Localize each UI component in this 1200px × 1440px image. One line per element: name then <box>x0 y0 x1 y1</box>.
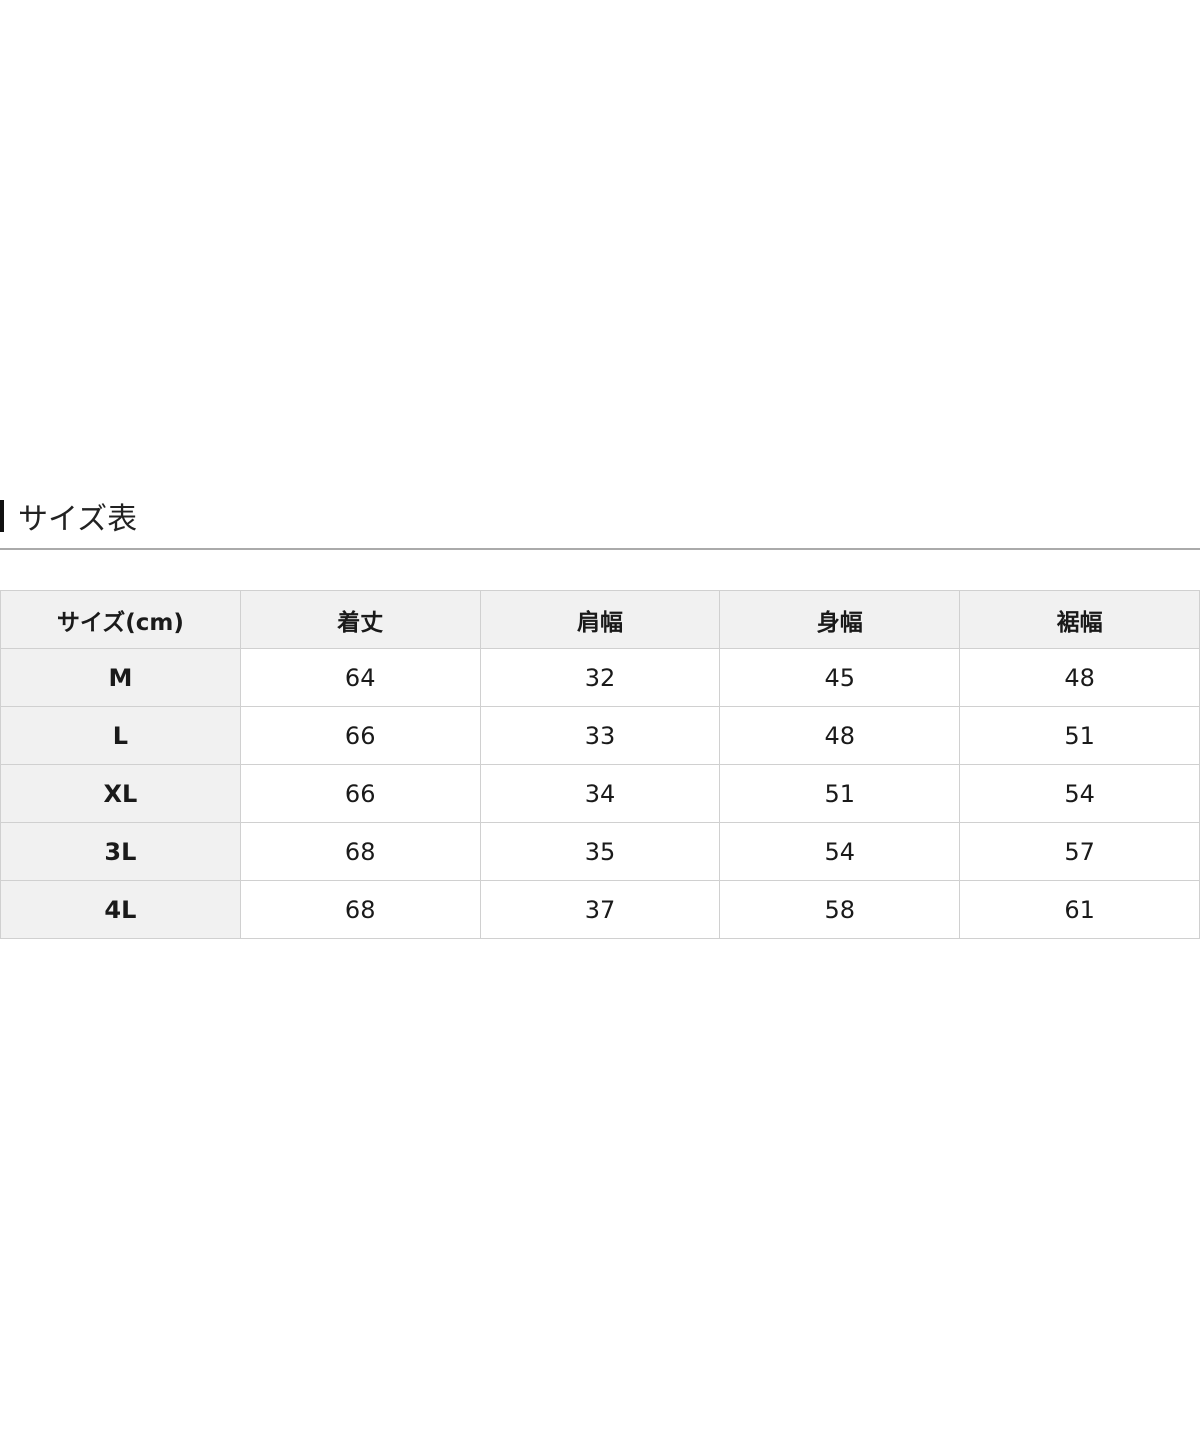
size-cell: L <box>0 706 241 765</box>
value-cell: 33 <box>479 706 721 765</box>
header-size: サイズ(cm) <box>0 590 241 649</box>
value-cell: 68 <box>239 822 481 881</box>
header-chest: 身幅 <box>719 590 961 649</box>
table-header-row: サイズ(cm) 着丈 肩幅 身幅 裾幅 <box>0 590 1200 649</box>
value-cell: 48 <box>959 648 1200 707</box>
value-cell: 51 <box>719 764 961 823</box>
value-cell: 34 <box>479 764 721 823</box>
header-hem: 裾幅 <box>959 590 1200 649</box>
divider <box>0 548 1200 550</box>
table-row: L 66 33 48 51 <box>0 706 1200 765</box>
table-row: 3L 68 35 54 57 <box>0 822 1200 881</box>
value-cell: 35 <box>479 822 721 881</box>
value-cell: 32 <box>479 648 721 707</box>
table-row: 4L 68 37 58 61 <box>0 880 1200 939</box>
header-length: 着丈 <box>239 590 481 649</box>
size-cell: M <box>0 648 241 707</box>
heading-accent-bar <box>0 500 4 532</box>
size-cell: 4L <box>0 880 241 939</box>
section-title: サイズ表 <box>18 502 138 537</box>
header-shoulder: 肩幅 <box>479 590 721 649</box>
value-cell: 54 <box>959 764 1200 823</box>
value-cell: 45 <box>719 648 961 707</box>
value-cell: 37 <box>479 880 721 939</box>
value-cell: 66 <box>239 764 481 823</box>
value-cell: 64 <box>239 648 481 707</box>
value-cell: 61 <box>959 880 1200 939</box>
section-heading: サイズ表 <box>0 498 137 537</box>
value-cell: 58 <box>719 880 961 939</box>
table-row: XL 66 34 51 54 <box>0 764 1200 823</box>
size-cell: XL <box>0 764 241 823</box>
table-row: M 64 32 45 48 <box>0 648 1200 707</box>
value-cell: 54 <box>719 822 961 881</box>
value-cell: 51 <box>959 706 1200 765</box>
value-cell: 48 <box>719 706 961 765</box>
value-cell: 57 <box>959 822 1200 881</box>
size-cell: 3L <box>0 822 241 881</box>
size-table: サイズ(cm) 着丈 肩幅 身幅 裾幅 M 64 32 45 48 L 66 33 48 51 XL… <box>0 590 1200 939</box>
value-cell: 66 <box>239 706 481 765</box>
value-cell: 68 <box>239 880 481 939</box>
